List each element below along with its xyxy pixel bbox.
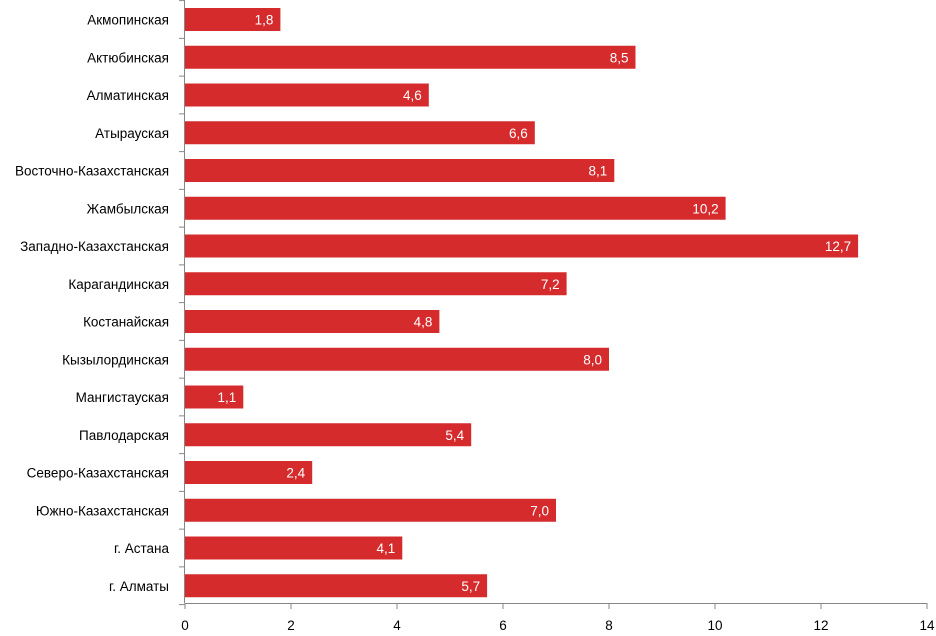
category-label-9: Костанайская <box>83 315 169 330</box>
category-label-10: Кызылординская <box>62 352 169 367</box>
bar-12 <box>185 423 472 447</box>
data-label-1: 1,8 <box>255 13 274 28</box>
category-label-15: г. Астана <box>114 541 170 556</box>
category-label-13: Северо-Казахстанская <box>27 466 169 481</box>
bar-3 <box>185 83 429 107</box>
category-label-12: Павлодарская <box>79 428 169 443</box>
data-label-6: 10,2 <box>692 201 718 216</box>
data-label-3: 4,6 <box>403 88 422 103</box>
data-label-14: 7,0 <box>530 503 549 518</box>
bar-16 <box>185 574 488 598</box>
bar-11 <box>185 385 244 409</box>
bar-10 <box>185 347 609 371</box>
bar-14 <box>185 498 556 522</box>
data-label-5: 8,1 <box>589 164 608 179</box>
category-label-3: Алматинская <box>87 88 169 103</box>
x-tick-label-4: 8 <box>605 618 613 633</box>
category-label-4: Атырауская <box>95 126 169 141</box>
data-label-16: 5,7 <box>461 579 480 594</box>
data-label-10: 8,0 <box>583 352 602 367</box>
bar-8 <box>185 272 567 296</box>
bar-4 <box>185 121 535 145</box>
data-label-7: 12,7 <box>825 239 851 254</box>
data-label-2: 8,5 <box>610 50 629 65</box>
bar-1 <box>185 8 281 31</box>
x-tick-label-0: 0 <box>181 618 189 633</box>
x-tick-label-1: 2 <box>287 618 295 633</box>
data-label-4: 6,6 <box>509 126 528 141</box>
x-axis: 0 2 4 6 8 10 12 14 <box>179 0 935 633</box>
bars-layer: 1,8 8,5 4,6 6,6 8,1 10,2 12,7 7,2 4,8 8,0 1,1 5,4 2,… <box>185 8 859 598</box>
x-tick-label-6: 12 <box>813 618 828 633</box>
bar-5 <box>185 159 615 182</box>
x-tick-label-3: 6 <box>499 618 507 633</box>
data-label-8: 7,2 <box>541 277 560 292</box>
data-label-15: 4,1 <box>377 541 396 556</box>
category-labels-layer: Акмопинская Актюбинская Алматинская Атыраус… <box>15 13 170 594</box>
x-tick-label-5: 10 <box>707 618 722 633</box>
category-label-6: Жамбылская <box>87 201 169 216</box>
category-label-7: Западно-Казахстанская <box>20 239 169 254</box>
x-tick-label-7: 14 <box>919 618 935 633</box>
category-label-2: Актюбинская <box>87 50 169 65</box>
category-label-5: Восточно-Казахстанская <box>15 164 169 179</box>
data-label-9: 4,8 <box>414 315 433 330</box>
category-label-11: Мангистауская <box>76 390 169 405</box>
bar-15 <box>185 536 403 560</box>
data-label-13: 2,4 <box>286 466 305 481</box>
bar-13 <box>185 461 313 484</box>
bar-7 <box>185 234 859 258</box>
bar-9 <box>185 310 440 333</box>
data-label-12: 5,4 <box>445 428 464 443</box>
category-label-16: г. Алматы <box>109 579 169 594</box>
bar-2 <box>185 45 636 69</box>
category-label-14: Южно-Казахстанская <box>36 503 169 518</box>
category-label-8: Карагандинская <box>68 277 169 292</box>
category-label-1: Акмопинская <box>87 13 169 28</box>
x-tick-label-2: 4 <box>393 618 401 633</box>
data-label-11: 1,1 <box>218 390 237 405</box>
bar-6 <box>185 196 726 220</box>
